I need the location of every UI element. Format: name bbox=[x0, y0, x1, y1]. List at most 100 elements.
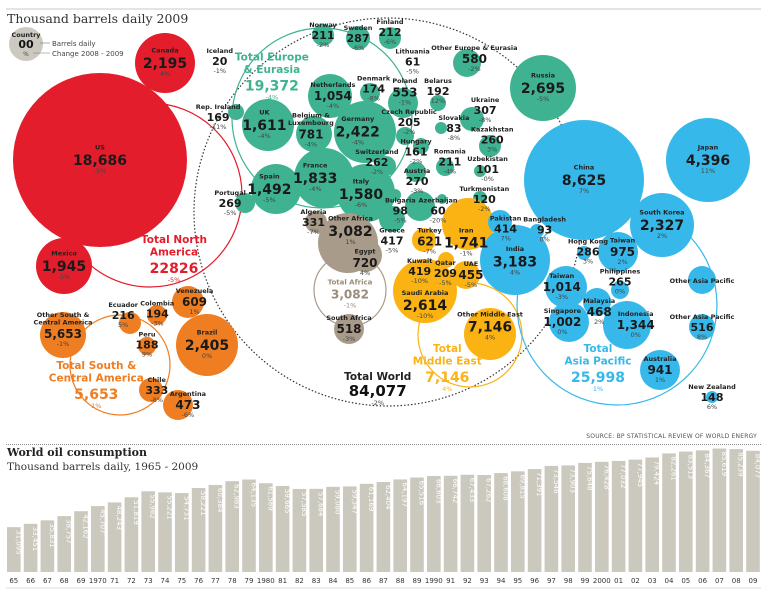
section-divider bbox=[6, 444, 761, 445]
bar-71 bbox=[107, 502, 122, 572]
bubble-change: -4% bbox=[258, 132, 271, 140]
label-line: Total Europe bbox=[235, 52, 309, 64]
bubble-name: Bulgaria bbox=[385, 197, 416, 205]
x-tick-label: 97 bbox=[547, 577, 556, 585]
bar-78 bbox=[225, 481, 239, 572]
bubble-change: 0% bbox=[615, 287, 625, 295]
bubble-value: 216 bbox=[112, 309, 135, 322]
bubble-name: Spain bbox=[259, 173, 280, 181]
bubble-name: Switzerland bbox=[355, 148, 399, 156]
bubble-labels: US18,686-5%Canada2,1954%Mexico1,945-5%Ot… bbox=[34, 18, 737, 419]
bubble-name: Venezuela bbox=[176, 287, 214, 295]
bubble-change: -8% bbox=[367, 94, 380, 102]
bubble-name: Indonesia bbox=[618, 310, 654, 318]
bubble-denmark bbox=[360, 83, 380, 103]
bubble-value: 1,054 bbox=[314, 89, 352, 103]
bubble-ecuador bbox=[119, 312, 141, 334]
bubble-name: Poland bbox=[392, 77, 417, 85]
bubble-colombia bbox=[147, 305, 167, 325]
x-tick-label: 68 bbox=[60, 577, 69, 585]
bar-value-label: 31,095 bbox=[14, 530, 22, 555]
bubble-change: 2% bbox=[617, 258, 627, 266]
bubble-value: 93 bbox=[537, 223, 552, 236]
bar-value-label: 59,080 bbox=[334, 490, 342, 515]
x-tick-label: 04 bbox=[665, 577, 674, 585]
bar-98 bbox=[561, 465, 575, 572]
bubble-value: 1,580 bbox=[339, 187, 384, 203]
bar-value-label: 48,243 bbox=[115, 505, 123, 530]
bar-value-label: 59,347 bbox=[350, 489, 358, 514]
bubble-change: -5% bbox=[465, 281, 478, 289]
bubble-change: 3% bbox=[487, 146, 497, 154]
bubble-netherlands bbox=[308, 74, 352, 118]
bubble-turkey bbox=[405, 191, 435, 221]
bar-81 bbox=[275, 485, 290, 572]
bubble-change: 0% bbox=[557, 328, 567, 336]
region-label-middle_east: Total Middle East bbox=[413, 343, 482, 368]
bubble-value: 1,741 bbox=[444, 236, 488, 252]
bubble-name: Uzbekistan bbox=[467, 155, 508, 163]
bubble-value: 161 bbox=[405, 146, 428, 159]
bubble-name: Greece bbox=[379, 226, 405, 234]
bubble-other-middle-east bbox=[464, 308, 516, 360]
bubble-change: -5% bbox=[224, 209, 237, 217]
bubble-bulgaria bbox=[389, 189, 401, 201]
bubble-name: Lithuania bbox=[395, 48, 429, 56]
bubble-other-asia-pacific bbox=[689, 314, 715, 340]
x-tick-label: 74 bbox=[161, 577, 170, 585]
bubble-name: UK bbox=[259, 109, 270, 117]
bubble-name: Hong Kong bbox=[568, 238, 608, 246]
bubble-name: Taiwan bbox=[610, 237, 636, 245]
bubble-change: -1% bbox=[399, 98, 412, 106]
region-label-asia_pacific: Total Asia Pacific bbox=[564, 343, 631, 368]
bubble-hong-kong bbox=[577, 246, 591, 260]
bubble-value: 188 bbox=[136, 339, 159, 352]
bubble-value: 1,492 bbox=[247, 182, 291, 198]
bubble-change: -4% bbox=[351, 138, 364, 146]
bubble-value: 331 bbox=[302, 216, 325, 229]
x-tick-label: 06 bbox=[698, 577, 707, 585]
bar-value-label: 58,221 bbox=[199, 491, 207, 516]
bubble-value: 101 bbox=[476, 163, 499, 176]
region-total-asia_pacific: 25,998 bbox=[571, 370, 625, 386]
bubble-change: -10% bbox=[411, 277, 428, 285]
bubble-change: -3% bbox=[343, 335, 356, 343]
bar-value-label: 77,032 bbox=[619, 464, 627, 489]
bubble-russia bbox=[510, 55, 576, 121]
bubble-value: 265 bbox=[609, 275, 632, 288]
region-change-middle_east: 4% bbox=[442, 385, 452, 393]
label-line: Central America bbox=[49, 373, 144, 385]
label-line: Other South & bbox=[37, 311, 90, 319]
bubble-value: 580 bbox=[462, 52, 487, 66]
bubble-value: 419 bbox=[408, 265, 431, 278]
bubble-change: -6% bbox=[384, 38, 397, 46]
bar-value-label: 77,945 bbox=[636, 463, 644, 488]
x-tick-label: 93 bbox=[480, 577, 489, 585]
bar-value-label: 59,665 bbox=[283, 489, 291, 513]
bubble-name: Russia bbox=[531, 72, 555, 80]
bubble-change: -2% bbox=[410, 158, 423, 166]
x-tick-label: 69 bbox=[77, 577, 86, 585]
page-title: Thousand barrels daily 2009 bbox=[7, 11, 189, 26]
bubble-name: Norway bbox=[309, 21, 337, 29]
bubble-ukraine bbox=[460, 107, 484, 131]
region-total-north_america: 22826 bbox=[150, 261, 199, 277]
bar-77 bbox=[208, 484, 223, 572]
x-tick-label: 86 bbox=[362, 577, 371, 585]
bar-value-label: 51,819 bbox=[132, 500, 140, 525]
bar-65 bbox=[7, 527, 21, 572]
bubble-name: US bbox=[95, 144, 105, 152]
bubble-taiwan bbox=[545, 266, 587, 308]
